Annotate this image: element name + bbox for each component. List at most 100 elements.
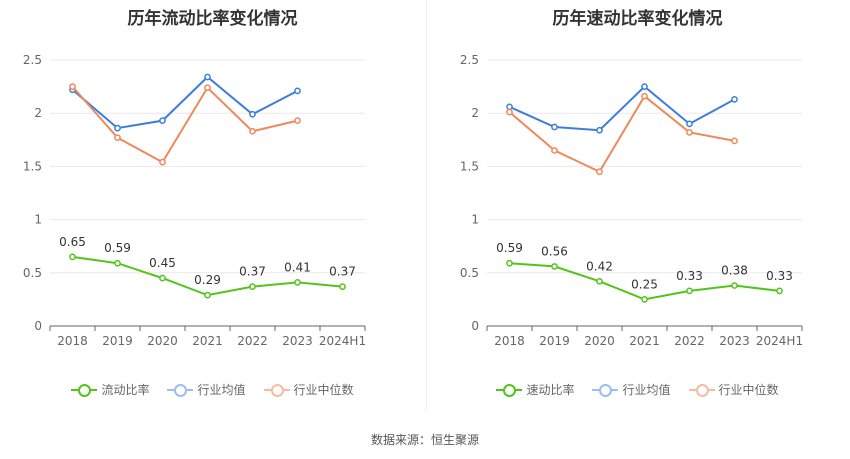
y-tick-label: 1 xyxy=(34,213,42,227)
legend-label: 行业中位数 xyxy=(718,383,779,397)
x-tick-label: 2021 xyxy=(629,334,660,348)
data-point xyxy=(641,296,648,303)
legend-swatch-icon xyxy=(496,383,523,397)
data-label: 0.41 xyxy=(284,260,311,274)
x-tick-label: 2019 xyxy=(539,334,570,348)
data-point xyxy=(114,259,121,267)
series-line xyxy=(508,94,735,174)
data-point xyxy=(731,137,738,145)
y-tick-label: 2.5 xyxy=(23,53,42,67)
data-label: 0.33 xyxy=(766,269,793,283)
legend-label: 行业中位数 xyxy=(293,383,354,397)
data-point xyxy=(641,92,648,100)
data-point xyxy=(114,124,121,132)
x-tick-label: 2022 xyxy=(237,334,268,348)
data-label: 0.56 xyxy=(541,244,568,258)
data-point xyxy=(731,96,738,103)
chart-legend: 流动比率 行业均值 行业中位数 xyxy=(0,381,425,398)
series-line xyxy=(71,85,298,164)
data-point xyxy=(294,87,301,95)
data-point xyxy=(69,253,76,261)
y-tick-label: 1.5 xyxy=(460,159,479,173)
legend-swatch-icon xyxy=(167,383,194,397)
data-label: 0.38 xyxy=(721,264,748,278)
data-label: 0.33 xyxy=(676,269,703,283)
x-tick-label: 2020 xyxy=(584,334,615,348)
legend-label: 速动比率 xyxy=(526,383,575,397)
data-point xyxy=(551,147,558,154)
data-point xyxy=(551,123,558,131)
x-tick-label: 2023 xyxy=(719,334,750,348)
data-point xyxy=(69,83,76,90)
chart-legend: 速动比率 行业均值 行业中位数 xyxy=(425,381,850,398)
data-point xyxy=(339,283,346,290)
quick-ratio-plot: 0 0.5 1 1.5 2 2.5 2018 2019 2020 2021 2022 2023 2024… xyxy=(460,53,803,348)
quick-ratio-chart: 历年速动比率变化情况 0 0.5 1 1.5 2 2.5 2018 2019 2020 2021 2… xyxy=(425,0,850,420)
y-tick-label: 0 xyxy=(471,319,479,333)
data-point xyxy=(506,108,513,116)
data-point xyxy=(159,117,166,124)
legend-item-industry-mean[interactable]: 行业均值 xyxy=(167,381,246,398)
legend-item-industry-median[interactable]: 行业中位数 xyxy=(688,381,779,398)
series-line xyxy=(71,75,298,130)
data-point xyxy=(159,274,166,282)
chart-title: 历年流动比率变化情况 xyxy=(127,9,298,29)
legend-swatch-icon xyxy=(263,383,290,397)
data-point xyxy=(596,168,603,176)
data-point xyxy=(731,282,738,289)
y-tick-label: 0.5 xyxy=(460,266,479,280)
data-point xyxy=(596,277,603,285)
data-point xyxy=(204,84,211,92)
legend-item-industry-median[interactable]: 行业中位数 xyxy=(263,381,354,398)
data-point xyxy=(114,134,121,142)
data-source: 数据来源：恒生聚源 xyxy=(370,433,479,447)
y-tick-label: 2 xyxy=(34,106,42,120)
legend-item-industry-mean[interactable]: 行业均值 xyxy=(592,381,671,398)
y-tick-label: 0.5 xyxy=(23,266,42,280)
data-label: 0.29 xyxy=(194,273,221,287)
y-tick-label: 0 xyxy=(34,319,42,333)
legend-label: 行业均值 xyxy=(197,383,246,397)
data-point xyxy=(249,127,256,135)
x-tick-label: 2018 xyxy=(494,334,525,348)
legend-swatch-icon xyxy=(592,383,619,397)
data-point xyxy=(204,73,211,81)
panel-divider xyxy=(426,0,427,410)
data-label: 0.42 xyxy=(586,259,613,273)
current-ratio-plot: 0 0.5 1 1.5 2 2.5 2018 2019 2020 2021 2022 2023 2024… xyxy=(23,53,366,348)
data-label: 0.37 xyxy=(239,265,266,279)
series-line xyxy=(509,85,735,132)
data-point xyxy=(204,291,211,299)
data-point xyxy=(506,103,513,111)
x-tick-label: 2018 xyxy=(57,334,88,348)
x-tick-label: 2020 xyxy=(147,334,178,348)
x-tick-label: 2021 xyxy=(192,334,223,348)
data-point xyxy=(249,110,256,118)
data-point xyxy=(686,129,693,136)
data-point xyxy=(294,279,301,286)
legend-item-quick-ratio[interactable]: 速动比率 xyxy=(496,381,574,398)
data-point xyxy=(159,158,166,166)
data-point xyxy=(776,287,783,295)
data-point xyxy=(686,287,693,295)
data-label: 0.65 xyxy=(59,235,86,249)
data-point xyxy=(641,83,648,90)
data-point xyxy=(686,120,693,128)
x-tick-label: 2022 xyxy=(674,334,705,348)
legend-item-current-ratio[interactable]: 流动比率 xyxy=(71,381,149,398)
data-label: 0.45 xyxy=(149,256,176,270)
x-tick-label: 2024H1 xyxy=(319,334,366,348)
data-point xyxy=(249,283,256,290)
chart-title: 历年速动比率变化情况 xyxy=(552,9,723,29)
y-tick-label: 1 xyxy=(471,213,479,227)
x-tick-label: 2019 xyxy=(102,334,133,348)
legend-swatch-icon xyxy=(71,383,98,397)
data-point xyxy=(294,117,301,124)
legend-swatch-icon xyxy=(688,383,715,397)
data-point xyxy=(596,126,603,134)
data-label: 0.59 xyxy=(496,241,523,255)
data-label: 0.25 xyxy=(631,277,658,291)
legend-label: 流动比率 xyxy=(101,383,150,397)
current-ratio-chart: 历年流动比率变化情况 0 0.5 1 1.5 2 2.5 2018 2019 2020 2021 2… xyxy=(0,0,425,420)
y-tick-label: 2.5 xyxy=(460,53,479,67)
